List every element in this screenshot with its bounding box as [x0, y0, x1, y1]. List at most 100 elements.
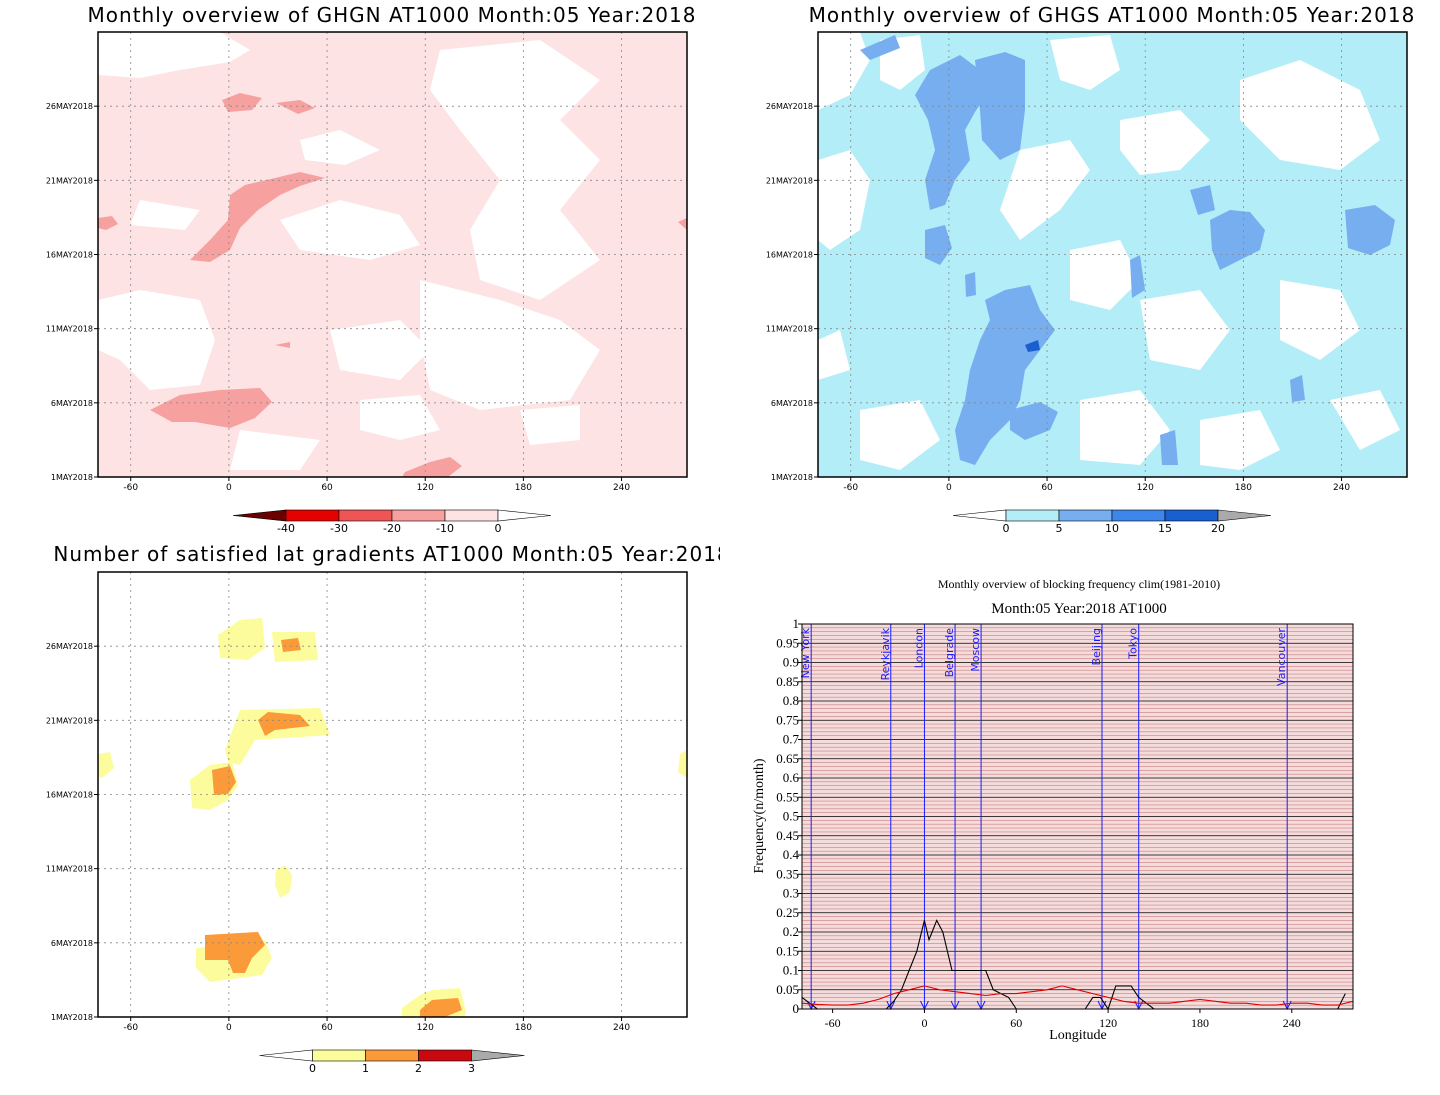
x-tick-label: -60: [123, 483, 138, 493]
y-tick-label: 0.1: [783, 963, 799, 978]
ghgs-white-region: [1070, 240, 1140, 310]
x-tick-label: 180: [515, 483, 532, 493]
ghgs-white-region: [860, 400, 940, 470]
y-tick-label: 26MAY2018: [46, 642, 93, 651]
nsat-title: Number of satisfied lat gradients AT1000…: [53, 542, 720, 566]
ghgn-negative-region: [402, 457, 462, 477]
x-tick-label: 0: [226, 483, 232, 493]
x-tick-label: 120: [1137, 483, 1154, 493]
colorbar-label: 5: [1056, 522, 1063, 535]
y-tick-label: 0.45: [776, 828, 799, 843]
freq-panel: Monthly overview of blocking frequency c…: [720, 540, 1440, 1091]
ghgn-negative-region: [275, 342, 290, 348]
ghgs-level-region: [1160, 430, 1178, 465]
ghgn-white-region: [98, 32, 250, 78]
x-tick-label: 0: [226, 1023, 232, 1033]
x-tick-label: 60: [321, 483, 333, 493]
y-tick-label: 0.75: [776, 712, 799, 727]
y-tick-label: 0.6: [783, 770, 800, 785]
colorbar-segment: [365, 1049, 419, 1062]
ghgs-level-region: [1345, 205, 1395, 255]
y-tick-label: 21MAY2018: [46, 176, 93, 185]
y-tick-label: 16MAY2018: [46, 791, 93, 800]
x-tick-label: 180: [1235, 483, 1252, 493]
ghgs-y-axis: 1MAY2018 6MAY2018 11MAY2018 16MAY2018 21MAY2…: [766, 102, 818, 482]
ghgs-white-region: [818, 32, 870, 110]
colorbar-segment: [418, 1049, 472, 1062]
y-tick-label: 0.7: [783, 732, 800, 747]
ghgs-level-region: [1290, 375, 1305, 402]
colorbar-segment: [338, 509, 393, 522]
ghgs-level-region: [860, 35, 900, 60]
nsat-grid: [98, 572, 687, 1017]
x-tick-label: 240: [613, 483, 630, 493]
ghgn-panel: Monthly overview of GHGN AT1000 Month:05…: [0, 0, 720, 540]
x-tick-label: 240: [613, 1023, 630, 1033]
x-tick-label: 120: [417, 483, 434, 493]
ghgn-white-region: [130, 200, 200, 230]
nsat-level1-region: [218, 618, 265, 660]
x-tick-label: 180: [515, 1023, 532, 1033]
freq-x-label: Longitude: [1049, 1028, 1107, 1043]
y-tick-label: 6MAY2018: [51, 399, 93, 408]
ghgs-white-region: [1120, 110, 1210, 175]
ghgn-white-region: [520, 405, 580, 445]
y-tick-label: 0.55: [776, 789, 799, 804]
y-tick-label: 0.8: [783, 693, 799, 708]
ghgn-white-region: [430, 40, 600, 300]
ghgs-level-region: [965, 272, 976, 297]
nsat-level2-region: [205, 932, 265, 973]
x-tick-label: 60: [1010, 1016, 1022, 1030]
ghgs-colorbar: 0 5 10 15 20: [952, 509, 1272, 535]
ghgs-white-region: [818, 330, 850, 380]
y-tick-label: 6MAY2018: [51, 939, 93, 948]
ghgn-white-region: [280, 200, 420, 260]
ghgn-colorbar: -40 -30 -20 -10 0: [232, 509, 552, 535]
colorbar-label: 10: [1105, 522, 1119, 535]
colorbar-label: 0: [495, 522, 502, 535]
ghgn-white-region: [420, 280, 600, 410]
colorbar-label: -40: [277, 522, 295, 535]
colorbar-segment: [444, 509, 499, 522]
colorbar-label: -20: [383, 522, 401, 535]
y-tick-label: 0.2: [783, 924, 799, 939]
colorbar-arrow: [1217, 509, 1272, 522]
nsat-colorbar: 0 1 2 3: [259, 1049, 525, 1075]
ghgn-white-region: [98, 290, 215, 390]
freq-city-markers: New York Reykjavik London Belgrade Moscow Bei…: [799, 624, 1292, 1011]
ghgs-level-region: [925, 225, 952, 265]
y-tick-label: 21MAY2018: [46, 716, 93, 725]
y-tick-label: 26MAY2018: [766, 102, 813, 111]
colorbar-segment: [1164, 509, 1219, 522]
y-tick-label: 26MAY2018: [46, 102, 93, 111]
y-tick-label: 0.65: [776, 751, 799, 766]
ghgn-negative-region: [150, 388, 272, 428]
ghgn-negative-region: [222, 93, 262, 112]
colorbar-segment: [285, 509, 340, 522]
nsat-level2-region: [281, 638, 301, 652]
ghgs-white-region: [1240, 60, 1380, 170]
city-label: London: [912, 628, 925, 668]
x-tick-label: -60: [825, 1016, 841, 1030]
freq-title: Monthly overview of blocking frequency c…: [938, 577, 1220, 591]
nsat-level2-region: [212, 766, 236, 795]
colorbar-arrow: [952, 509, 1007, 522]
nsat-level2-region: [420, 998, 462, 1017]
y-tick-label: 0.85: [776, 674, 799, 689]
ghgn-y-axis: 1MAY2018 6MAY2018 11MAY2018 16MAY2018 21MAY2…: [46, 102, 98, 482]
colorbar-arrow: [497, 509, 552, 522]
ghgs-white-region: [1280, 280, 1360, 360]
x-tick-label: 180: [1191, 1016, 1209, 1030]
nsat-y-axis: 1MAY2018 6MAY2018 11MAY2018 16MAY2018 21MAY2…: [46, 642, 98, 1022]
city-label: Moscow: [969, 628, 982, 672]
x-tick-label: 240: [1333, 483, 1350, 493]
colorbar-label: 0: [1003, 522, 1010, 535]
ghgn-chart: Monthly overview of GHGN AT1000 Month:05…: [46, 3, 696, 535]
freq-subtitle: Month:05 Year:2018 AT1000: [991, 601, 1166, 617]
ghgs-white-region: [1200, 410, 1280, 470]
y-tick-label: 0: [793, 1001, 800, 1016]
city-label: Reykjavik: [879, 627, 892, 680]
y-tick-label: 0.15: [776, 943, 799, 958]
colorbar-label: 20: [1211, 522, 1225, 535]
ghgs-level-region: [955, 285, 1055, 465]
